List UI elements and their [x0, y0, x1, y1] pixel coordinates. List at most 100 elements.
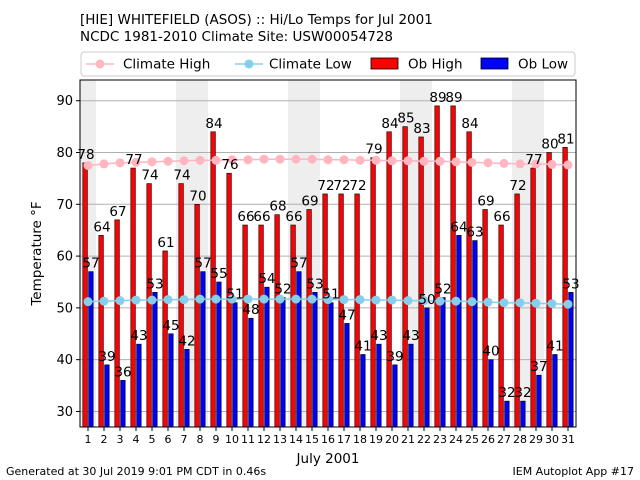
ob-high-label-7: 74 — [173, 168, 190, 184]
x-tick-label-23: 23 — [433, 433, 447, 446]
ob-low-bar-23 — [440, 297, 446, 428]
climate-high-point-1 — [83, 160, 93, 170]
x-tick-label-11: 11 — [241, 433, 255, 446]
climate-low-point-5 — [147, 295, 157, 305]
app-credit: IEM Autoplot App #17 — [512, 465, 635, 478]
x-tick-label-14: 14 — [289, 433, 303, 446]
x-tick-label-5: 5 — [149, 433, 156, 446]
ob-low-bar-31 — [568, 292, 574, 428]
x-tick-label-6: 6 — [165, 433, 172, 446]
chart-subtitle: NCDC 1981-2010 Climate Site: USW00054728 — [80, 29, 394, 45]
climate-high-point-9 — [211, 155, 221, 165]
ob-high-label-8: 70 — [189, 188, 206, 204]
ob-low-label-1: 57 — [82, 256, 99, 272]
ob-low-bar-27 — [504, 400, 510, 428]
climate-low-point-14 — [291, 294, 301, 304]
x-tick-label-12: 12 — [257, 433, 271, 446]
ob-low-bar-15 — [312, 292, 318, 428]
ob-low-bar-9 — [216, 281, 222, 428]
climate-high-point-21 — [403, 156, 413, 166]
ob-low-bar-3 — [120, 380, 126, 428]
weekend-shade-15 — [304, 80, 320, 427]
ob-high-label-12: 66 — [253, 209, 270, 225]
climate-low-point-20 — [387, 295, 397, 305]
climate-low-point-28 — [515, 298, 525, 308]
x-tick-label-3: 3 — [117, 433, 124, 446]
climate-high-point-20 — [387, 156, 397, 166]
ob-low-bar-17 — [344, 323, 350, 428]
ob-low-bar-24 — [456, 235, 462, 428]
ob-high-label-15: 69 — [301, 193, 318, 209]
climate-low-point-22 — [419, 296, 429, 306]
climate-low-point-24 — [451, 296, 461, 306]
x-tick-label-15: 15 — [305, 433, 319, 446]
ob-high-label-10: 76 — [221, 157, 238, 173]
climate-high-point-3 — [115, 158, 125, 168]
ob-low-label-31: 53 — [562, 276, 579, 292]
ob-low-bar-19 — [376, 343, 382, 428]
ob-low-label-26: 40 — [482, 344, 499, 360]
ob-low-label-14: 57 — [290, 256, 307, 272]
ob-low-label-17: 47 — [338, 307, 355, 323]
ob-high-label-4: 77 — [125, 152, 142, 168]
ob-low-bar-10 — [232, 302, 238, 428]
ob-high-label-2: 64 — [93, 219, 110, 235]
x-tick-label-30: 30 — [545, 433, 559, 446]
climate-low-point-16 — [323, 295, 333, 305]
ob-low-bar-12 — [264, 286, 270, 428]
climate-high-point-14 — [291, 154, 301, 164]
ob-low-label-12: 54 — [258, 271, 275, 287]
ob-low-label-25: 63 — [466, 225, 483, 241]
climate-high-point-15 — [307, 154, 317, 164]
ob-high-label-19: 79 — [365, 142, 382, 158]
x-tick-label-21: 21 — [401, 433, 415, 446]
climate-low-point-18 — [355, 295, 365, 305]
y-tick-label-70: 70 — [56, 198, 73, 213]
ob-high-label-27: 66 — [493, 209, 510, 225]
climate-low-point-1 — [83, 297, 93, 307]
climate-low-point-21 — [403, 296, 413, 306]
climate-high-point-30 — [547, 159, 557, 169]
x-tick-label-13: 13 — [273, 433, 287, 446]
climate-high-point-10 — [227, 155, 237, 165]
ob-low-label-30: 41 — [546, 338, 563, 354]
ob-low-bar-18 — [360, 354, 366, 428]
ob-high-bar-16 — [322, 193, 328, 428]
ob-high-bar-11 — [242, 224, 248, 428]
x-tick-label-25: 25 — [465, 433, 479, 446]
ob-low-bar-26 — [488, 359, 494, 428]
climate-high-point-19 — [371, 155, 381, 165]
ob-high-label-25: 84 — [461, 116, 478, 132]
ob-high-label-30: 80 — [541, 137, 558, 153]
x-tick-label-8: 8 — [197, 433, 204, 446]
climate-low-point-26 — [483, 297, 493, 307]
ob-low-bar-2 — [104, 364, 110, 428]
ob-low-label-16: 51 — [322, 287, 339, 303]
x-tick-label-24: 24 — [449, 433, 463, 446]
climate-low-point-23 — [435, 296, 445, 306]
ob-high-label-13: 68 — [269, 199, 286, 215]
ob-low-label-15: 53 — [306, 276, 323, 292]
x-tick-label-2: 2 — [101, 433, 108, 446]
y-tick-label-90: 90 — [56, 94, 73, 109]
climate-high-point-22 — [419, 156, 429, 166]
ob-low-label-20: 39 — [386, 349, 403, 365]
ob-low-label-3: 36 — [114, 364, 131, 380]
x-tick-label-28: 28 — [513, 433, 527, 446]
ob-low-bar-21 — [408, 343, 414, 428]
climate-low-point-11 — [243, 294, 253, 304]
climate-low-point-8 — [195, 294, 205, 304]
ob-low-bar-4 — [136, 343, 142, 428]
y-axis-label: Temperature °F — [29, 201, 45, 306]
climate-high-point-27 — [499, 158, 509, 168]
climate-high-point-23 — [435, 156, 445, 166]
ob-low-bar-25 — [472, 240, 478, 428]
climate-high-point-26 — [483, 158, 493, 168]
ob-low-label-9: 55 — [210, 266, 227, 282]
ob-low-label-8: 57 — [194, 256, 211, 272]
y-tick-label-40: 40 — [56, 353, 73, 368]
climate-low-point-10 — [227, 294, 237, 304]
climate-low-point-13 — [275, 294, 285, 304]
weekend-shade-7 — [176, 80, 192, 427]
